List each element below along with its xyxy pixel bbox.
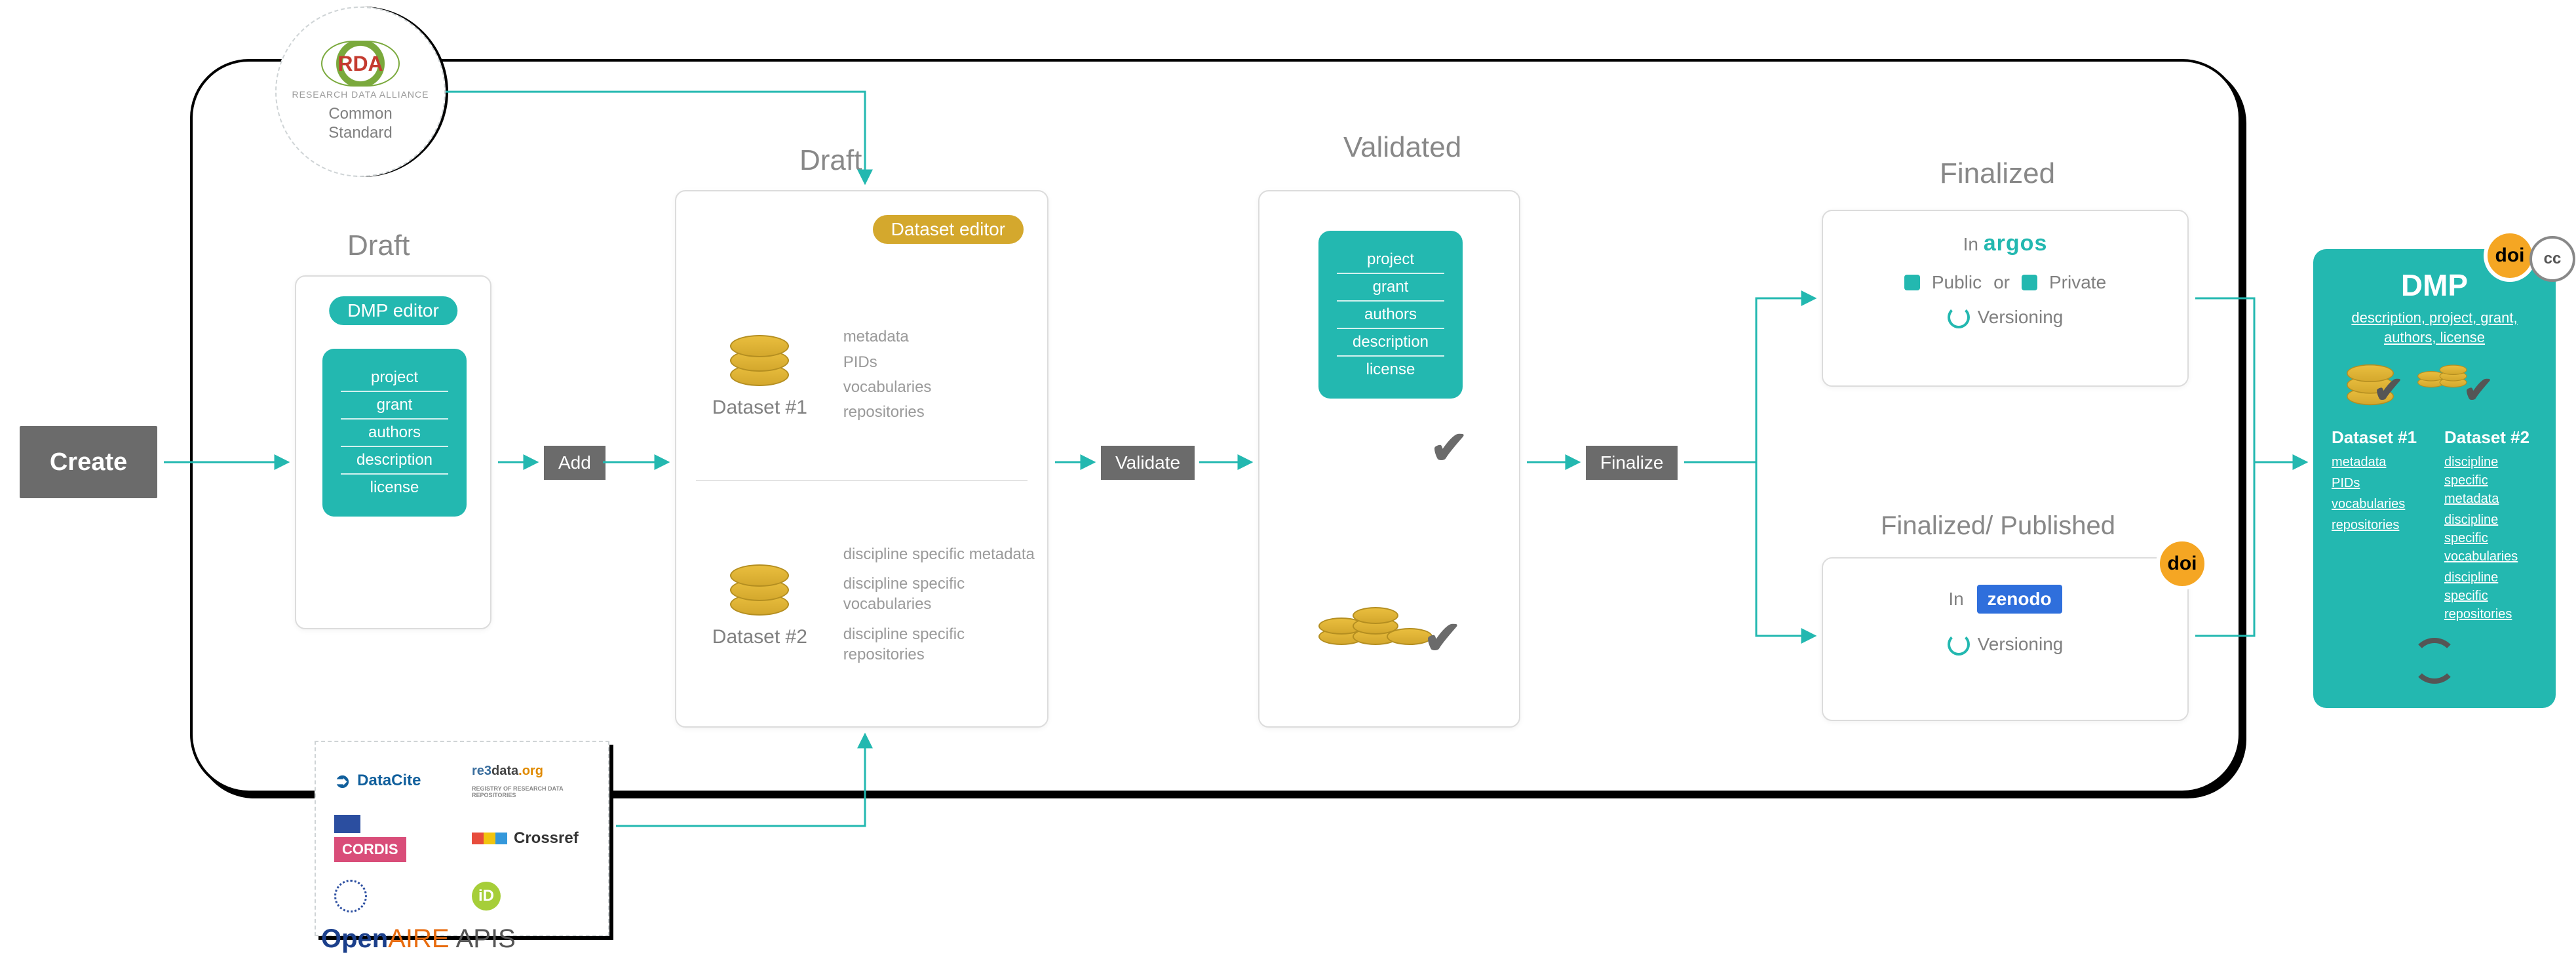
field-description: description xyxy=(341,447,448,475)
dataset-2-props: discipline specific metadata discipline … xyxy=(843,544,1047,665)
v-field-description: description xyxy=(1337,329,1444,357)
dataset-2-icon xyxy=(730,560,789,619)
dmp-meta-1: description, project, grant, xyxy=(2332,309,2537,326)
validated-coins xyxy=(1318,591,1430,650)
in-label-2: In xyxy=(1948,589,1963,610)
dataset-1-name: Dataset #1 xyxy=(712,397,807,419)
api-orcid: iD xyxy=(472,882,590,911)
api-cordis: CORDIS xyxy=(334,815,452,862)
dataset-1-icon xyxy=(730,331,789,390)
api-re3data: re3data.org REGISTRY OF RESEARCH DATA RE… xyxy=(472,764,590,798)
dataset-2-row: Dataset #2 discipline specific metadata … xyxy=(676,506,1047,703)
finalized-argos-card: In argos Public or Private Versioning xyxy=(1822,210,2189,387)
stage-validated: Validated xyxy=(1343,131,1461,164)
dataset-separator xyxy=(696,480,1028,481)
field-license: license xyxy=(341,475,448,501)
argos-brand: argos xyxy=(1984,231,2048,256)
versioning-icon-1 xyxy=(1948,306,1970,328)
stage-finalized-published: Finalized/ Published xyxy=(1881,511,2115,541)
check-icon-1: ✔ xyxy=(1430,421,1469,475)
validated-fields-box: project grant authors description licens… xyxy=(1318,231,1463,399)
validated-card: project grant authors description licens… xyxy=(1258,190,1520,728)
api-eu-ring xyxy=(334,880,452,912)
rda-subtitle: RESEARCH DATA ALLIANCE xyxy=(292,89,429,100)
stage-draft-2: Draft xyxy=(799,144,862,177)
versioning-row-2: Versioning xyxy=(1823,633,2187,656)
field-authors: authors xyxy=(341,420,448,447)
v-field-license: license xyxy=(1337,357,1444,383)
dataset-editor-badge: Dataset editor xyxy=(873,215,1024,244)
add-label: Add xyxy=(544,446,606,480)
dmp-ds1-col: Dataset #1 metadata PIDs vocabularies re… xyxy=(2332,427,2425,626)
field-grant: grant xyxy=(341,392,448,420)
create-button[interactable]: Create xyxy=(20,426,157,498)
reload-icon xyxy=(2412,638,2457,684)
doi-badge-zenodo: doi xyxy=(2156,538,2208,590)
rda-badge: RDA RESEARCH DATA ALLIANCE Common Standa… xyxy=(275,7,446,177)
public-label: Public xyxy=(1932,272,1982,293)
private-label: Private xyxy=(2049,272,2106,293)
v-field-grant: grant xyxy=(1337,274,1444,302)
finalized-zenodo-card: In zenodo Versioning xyxy=(1822,557,2189,721)
in-label-1: In xyxy=(1963,234,1978,254)
finalize-label: Finalize xyxy=(1586,446,1678,480)
field-project: project xyxy=(341,364,448,392)
or-label: or xyxy=(1993,272,2010,293)
api-crossref: Crossref xyxy=(472,829,590,848)
versioning-icon-2 xyxy=(1948,633,1970,656)
dmp-meta-2: authors, license xyxy=(2332,329,2537,346)
api-datacite: ➲DataCite xyxy=(334,770,452,793)
dmp-check-2: ✔ xyxy=(2463,368,2494,412)
cc-badge: cc xyxy=(2529,236,2575,282)
rda-common-standard: Common Standard xyxy=(328,105,392,143)
dmp-icons: ✔ ✔ xyxy=(2332,355,2537,414)
draft-dmp-card: DMP editor project grant authors descrip… xyxy=(295,275,491,629)
draft-dataset-card: Dataset editor Dataset #1 metadata PIDs … xyxy=(675,190,1048,728)
private-icon xyxy=(2022,275,2037,290)
openaire-apis-label: OpenAIREAPIS xyxy=(321,924,516,954)
public-icon xyxy=(1904,275,1920,290)
v-field-project: project xyxy=(1337,246,1444,274)
versioning-row-1: Versioning xyxy=(1823,306,2187,328)
dmp-fields-box: project grant authors description licens… xyxy=(322,349,467,517)
zenodo-brand: zenodo xyxy=(1977,585,2062,614)
dataset-1-props: metadata PIDs vocabularies repositories xyxy=(843,324,1047,425)
validate-label: Validate xyxy=(1101,446,1195,480)
dataset-2-name: Dataset #2 xyxy=(712,626,807,648)
dmp-check-1: ✔ xyxy=(2374,368,2404,412)
rda-logo-icon: RDA xyxy=(321,41,400,87)
openaire-apis-box: ➲DataCite re3data.org REGISTRY OF RESEAR… xyxy=(315,741,609,936)
dataset-1-row: Dataset #1 metadata PIDs vocabularies re… xyxy=(676,283,1047,467)
dmp-output-panel: DMP description, project, grant, authors… xyxy=(2313,249,2556,708)
doi-badge-dmp: doi xyxy=(2484,229,2536,282)
v-field-authors: authors xyxy=(1337,302,1444,329)
stage-draft-1: Draft xyxy=(347,229,410,262)
dmp-ds2-col: Dataset #2 discipline specific metadata … xyxy=(2444,427,2537,626)
stage-finalized: Finalized xyxy=(1940,157,2055,190)
dmp-editor-badge: DMP editor xyxy=(329,296,457,325)
check-icon-2: ✔ xyxy=(1423,611,1462,665)
